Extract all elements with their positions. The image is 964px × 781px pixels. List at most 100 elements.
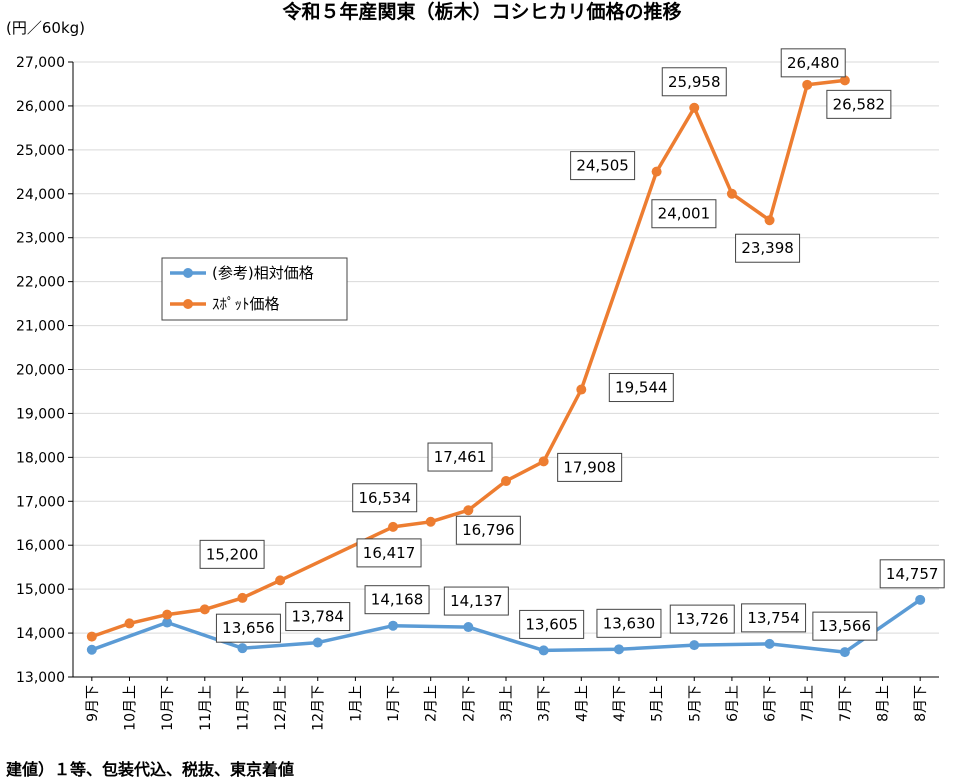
legend-box [161, 257, 348, 321]
x-tick-label: 6月下 [763, 685, 779, 722]
data-point [839, 647, 850, 658]
data-point [463, 505, 474, 516]
data-point [613, 644, 624, 655]
x-tick-label: 4月上 [574, 685, 590, 722]
data-label: 13,754 [747, 609, 800, 627]
y-tick-label: 27,000 [16, 55, 65, 71]
data-label: 19,544 [615, 379, 668, 397]
data-point [162, 609, 173, 620]
data-label-box [570, 151, 636, 181]
data-point [576, 384, 587, 395]
data-label: 16,417 [363, 544, 416, 562]
legend: (参考)相対価格 ｽﾎﾟｯﾄ価格 [161, 257, 348, 321]
data-point [501, 476, 511, 487]
data-label-box [651, 199, 717, 229]
data-label-box [661, 67, 727, 97]
data-label: 15,200 [206, 545, 259, 563]
data-label: 17,908 [563, 458, 616, 476]
chart-title: 令和５年産関東（栃木）コシヒカリ価格の推移 [282, 0, 681, 23]
x-tick-label: 12月上 [273, 685, 289, 731]
data-label: 25,958 [668, 73, 721, 91]
x-tick-label: 6月上 [725, 685, 741, 722]
data-label-box [669, 604, 735, 634]
data-label: 13,726 [676, 610, 729, 628]
x-tick-label: 10月下 [160, 685, 176, 731]
data-label-box [519, 609, 585, 639]
data-label: 26,582 [833, 95, 886, 113]
data-label-box [364, 585, 430, 615]
data-point [86, 631, 97, 642]
data-labels: 13,656 13,784 14,168 14,137 13,605 13,630 13,7… [199, 48, 945, 643]
y-tick-label: 18,000 [16, 450, 65, 466]
data-point [538, 456, 549, 467]
data-point [199, 604, 210, 615]
data-label-box [557, 452, 623, 482]
series-line-1 [90, 598, 922, 654]
data-point [764, 638, 775, 649]
x-tick-label: 10月上 [122, 685, 138, 731]
data-label-box [352, 483, 418, 513]
y-tick-label: 17,000 [16, 494, 65, 510]
data-point [425, 516, 436, 527]
x-tick-label: 4月下 [612, 685, 628, 722]
series-group [86, 75, 926, 658]
x-tick-labels: 9月下 10月上 10月下 11月上 11月下 12月上 12月下 1月上 1月下 2月上 2月下 3… [85, 677, 929, 731]
gridlines [68, 61, 939, 678]
legend-label: ｽﾎﾟｯﾄ価格 [212, 295, 280, 313]
data-label-box [199, 539, 265, 569]
data-label-box [879, 559, 945, 589]
data-label: 16,534 [358, 489, 411, 507]
data-label-box [735, 233, 801, 263]
data-point [388, 620, 399, 631]
data-label: 13,566 [819, 617, 872, 635]
data-point [162, 617, 173, 628]
x-tick-label: 5月上 [650, 685, 666, 722]
data-label: 13,656 [222, 619, 275, 637]
data-point [689, 640, 700, 651]
data-point [275, 575, 286, 586]
y-tick-label: 24,000 [16, 187, 65, 203]
x-tick-label: 3月上 [499, 685, 515, 722]
y-tick-label: 23,000 [16, 231, 65, 247]
data-point [312, 637, 323, 648]
data-point [689, 102, 700, 113]
data-label-box [608, 373, 674, 403]
data-label-box [443, 586, 509, 616]
data-label: 24,001 [658, 205, 711, 223]
data-label: 26,480 [787, 54, 840, 72]
data-label-box [812, 611, 878, 641]
data-label-box [780, 48, 846, 78]
x-tick-label: 11月上 [198, 685, 214, 731]
y-axis-label: (円／60kg) [6, 19, 85, 37]
data-point [726, 188, 737, 199]
x-tick-label: 9月下 [85, 685, 101, 722]
legend-swatch-marker [183, 299, 193, 309]
legend-swatch-marker [183, 268, 193, 278]
y-tick-label: 21,000 [16, 319, 65, 335]
data-point [651, 166, 662, 177]
y-tick-label: 25,000 [16, 143, 65, 159]
data-label: 13,605 [525, 615, 578, 633]
data-label-box [826, 89, 892, 119]
data-point [388, 521, 399, 532]
y-tick-label: 19,000 [16, 406, 65, 422]
x-tick-label: 3月下 [537, 685, 553, 722]
y-tick-label: 26,000 [16, 99, 65, 115]
x-tick-label: 8月上 [876, 685, 892, 722]
data-label: 14,757 [886, 565, 939, 583]
data-point [463, 622, 474, 633]
data-label-box [356, 538, 422, 568]
x-tick-label: 1月上 [348, 685, 364, 722]
data-label: 13,784 [291, 608, 344, 626]
x-tick-label: 12月下 [311, 685, 327, 731]
x-tick-label: 8月下 [913, 685, 929, 722]
data-label-box [215, 613, 281, 643]
y-tick-label: 14,000 [16, 626, 65, 642]
data-label-box [596, 608, 662, 638]
data-point [802, 79, 813, 90]
data-label-box [741, 603, 807, 633]
x-tick-label: 2月上 [424, 685, 440, 722]
x-tick-label: 5月下 [687, 685, 703, 722]
footnote: 建値）１等、包装代込、税抜、東京着値 [6, 760, 295, 779]
